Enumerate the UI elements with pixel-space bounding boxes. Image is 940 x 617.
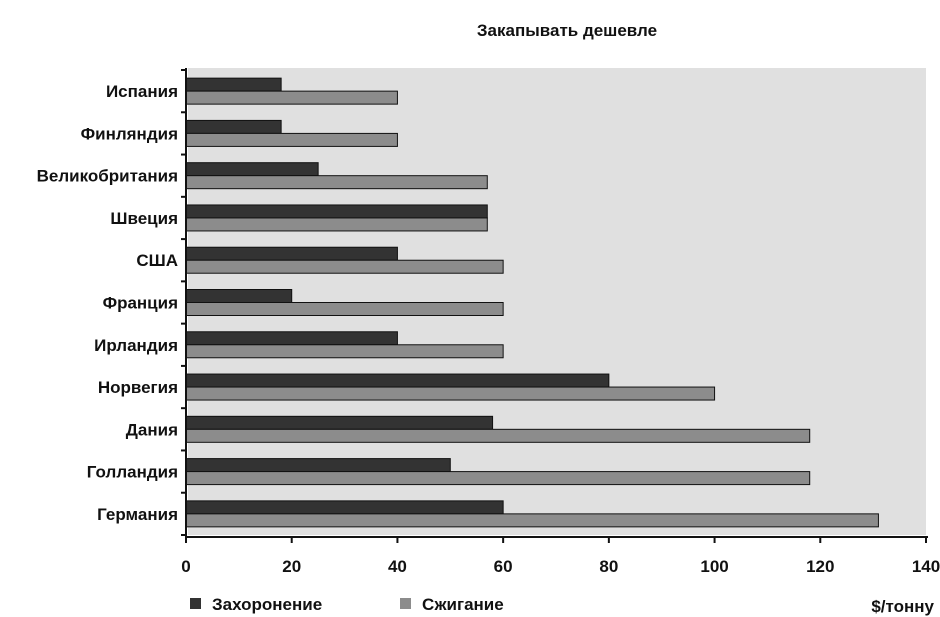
category-label: Финляндия (81, 124, 178, 143)
category-label: США (136, 251, 178, 270)
bar-incineration (185, 386, 716, 401)
legend-label-incineration: Сжигание (422, 595, 504, 614)
legend-label-burial: Захоронение (212, 595, 322, 614)
bar-burial (185, 500, 504, 515)
bar-burial (185, 77, 282, 92)
category-label: Норвегия (98, 378, 178, 397)
bar-burial (185, 162, 319, 177)
bar-burial (185, 204, 488, 219)
bar-incineration (185, 90, 398, 105)
bar-burial (185, 289, 293, 303)
bar-burial (185, 246, 398, 261)
bar-incineration (185, 513, 879, 528)
bar-incineration (185, 302, 504, 316)
x-tick-label: 40 (388, 557, 407, 576)
x-tick-label: 140 (912, 557, 940, 576)
bar-incineration (185, 344, 504, 359)
y-ticks (181, 69, 186, 536)
bar-incineration (185, 132, 398, 147)
x-tick-labels: 0 20 40 60 80 100 120 140 (181, 557, 940, 576)
category-label: Ирландия (94, 336, 178, 355)
category-label: Дания (126, 420, 178, 439)
bar-incineration (185, 217, 488, 232)
bar-incineration (185, 175, 488, 190)
category-label: Швеция (110, 209, 178, 228)
bar-burial (185, 373, 610, 388)
bar-burial (185, 415, 494, 430)
bar-burial (185, 458, 451, 473)
x-ticks (185, 537, 927, 543)
x-tick-label: 100 (700, 557, 728, 576)
category-label: Великобритания (37, 167, 178, 186)
chart-title: Закапывать дешевле (477, 21, 657, 40)
legend: Захоронение Сжигание (190, 595, 504, 614)
category-label: Испания (106, 82, 178, 101)
x-tick-label: 0 (181, 557, 190, 576)
x-tick-label: 120 (806, 557, 834, 576)
bar-burial (185, 119, 282, 134)
x-tick-label: 20 (282, 557, 301, 576)
bar-incineration (185, 471, 811, 486)
x-tick-label: 80 (599, 557, 618, 576)
bar-burial (185, 331, 398, 346)
category-labels: Испания Финляндия Великобритания Швеция США Ф… (37, 82, 178, 524)
category-label: Голландия (87, 463, 178, 482)
bar-incineration (185, 428, 811, 443)
legend-swatch-burial (190, 598, 201, 609)
x-axis-unit-label: $/тонну (871, 597, 934, 616)
x-tick-label: 60 (494, 557, 513, 576)
bar-incineration (185, 259, 504, 274)
category-label: Германия (97, 505, 178, 524)
category-label: Франция (103, 294, 178, 313)
legend-swatch-incineration (400, 598, 411, 609)
